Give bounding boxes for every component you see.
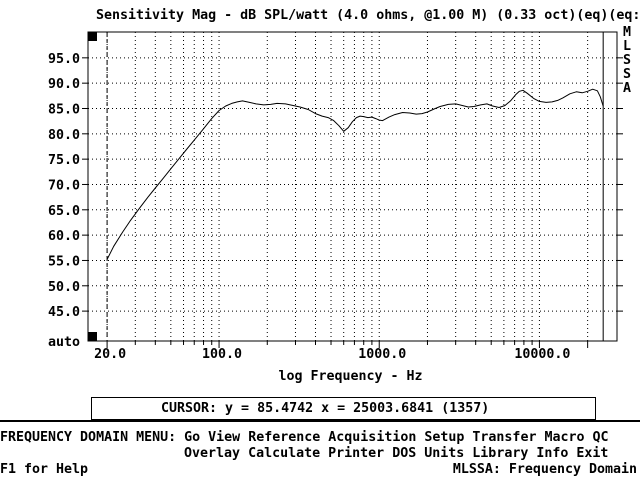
plot-title: Sensitivity Mag - dB SPL/watt (4.0 ohms,… <box>96 8 640 23</box>
x-tick-label: 1000.0 <box>358 347 406 362</box>
y-tick-label: 50.0 <box>48 280 80 295</box>
marker-square-bottom <box>88 332 97 341</box>
menu-row-1: FREQUENCY DOMAIN MENU: Go View Reference … <box>0 430 609 446</box>
menu-item-reference[interactable]: Reference <box>248 430 321 445</box>
y-tick-label: 95.0 <box>48 52 80 67</box>
y-tick-label: 65.0 <box>48 204 80 219</box>
x-axis-title: log Frequency - Hz <box>278 369 422 384</box>
y-tick-label: 80.0 <box>48 128 80 143</box>
menu-item-calculate[interactable]: Calculate <box>248 446 321 461</box>
y-tick-label: 60.0 <box>48 229 80 244</box>
menu-item-macro[interactable]: Macro <box>544 430 585 445</box>
cursor-readout-box: CURSOR: y = 85.4742 x = 25003.6841 (1357… <box>91 397 596 420</box>
menu-item-exit[interactable]: Exit <box>576 446 609 461</box>
menu-item-library[interactable]: Library <box>472 446 529 461</box>
y-tick-label: 70.0 <box>48 178 80 193</box>
y-tick-label: 85.0 <box>48 102 80 117</box>
menu-item-info[interactable]: Info <box>536 446 569 461</box>
frequency-response-chart: 95.0 90.0 85.0 80.0 75.0 70.0 65.0 60.0 55.0 50.0… <box>48 31 623 384</box>
menu-item-overlay[interactable]: Overlay <box>184 446 241 461</box>
y-tick-label: 75.0 <box>48 153 80 168</box>
menu-item-dos[interactable]: DOS <box>392 446 417 461</box>
response-curve <box>106 88 604 260</box>
marker-square-top <box>88 32 97 41</box>
menu-prompt: FREQUENCY DOMAIN MENU: <box>0 430 177 445</box>
menu-item-setup[interactable]: Setup <box>424 430 465 445</box>
menu-row-2: Overlay Calculate Printer DOS Units Libr… <box>184 446 608 462</box>
help-hint: F1 for Help <box>0 462 89 477</box>
y-tick-label: 55.0 <box>48 254 80 269</box>
menu-item-transfer[interactable]: Transfer <box>472 430 537 445</box>
y-tick-label: 90.0 <box>48 77 80 92</box>
y-tick-label: 45.0 <box>48 305 80 320</box>
menu-item-units[interactable]: Units <box>424 446 465 461</box>
menu-item-view[interactable]: View <box>208 430 241 445</box>
menu-divider <box>0 420 640 422</box>
plot-border <box>87 31 618 342</box>
menu-items-2: Overlay Calculate Printer DOS Units Libr… <box>184 446 608 461</box>
menu-item-printer[interactable]: Printer <box>328 446 385 461</box>
cursor-readout-text: CURSOR: y = 85.4742 x = 25003.6841 (1357… <box>161 401 490 416</box>
x-tick-label: 100.0 <box>202 347 242 362</box>
menu-items-1: Go View Reference Acquisition Setup Tran… <box>184 430 608 445</box>
menu-item-acquisition[interactable]: Acquisition <box>328 430 417 445</box>
x-tick-label: 10000.0 <box>514 347 570 362</box>
mlssa-watermark: MLSSA <box>623 25 632 96</box>
menu-item-qc[interactable]: QC <box>592 430 609 445</box>
y-autoscale-label[interactable]: auto <box>48 335 80 350</box>
menu-item-go[interactable]: Go <box>184 430 201 445</box>
status-label: MLSSA: Frequency Domain <box>452 462 637 477</box>
x-tick-label: 20.0 <box>94 347 126 362</box>
